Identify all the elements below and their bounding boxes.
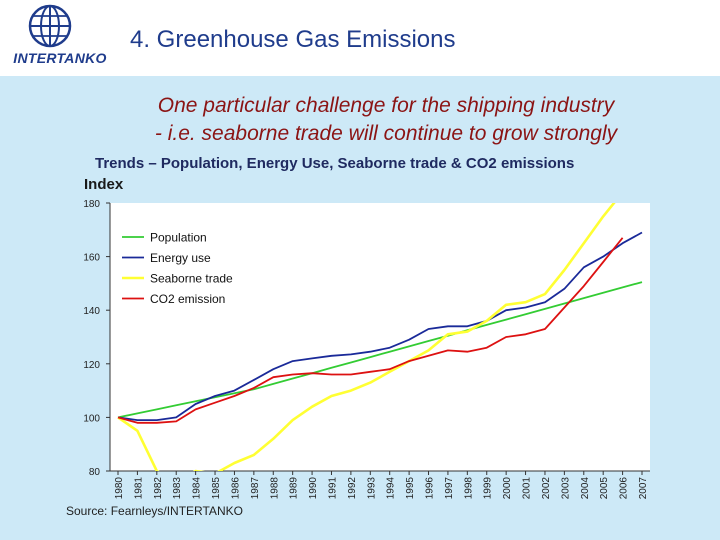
legend-label-seaborne-trade: Seaborne trade xyxy=(150,272,233,286)
y-tick-label: 140 xyxy=(83,306,100,317)
legend-label-population: Population xyxy=(150,231,207,245)
x-tick-label: 1997 xyxy=(444,477,455,500)
intertanko-logo: INTERTANKO xyxy=(0,0,120,76)
x-tick-label: 2006 xyxy=(619,477,630,500)
x-tick-label: 1998 xyxy=(463,477,474,500)
x-tick-label: 1985 xyxy=(211,477,222,500)
legend-label-energy-use: Energy use xyxy=(150,251,211,265)
logo-text: INTERTANKO xyxy=(13,50,107,66)
plot-area xyxy=(110,203,650,471)
chart-title: Trends – Population, Energy Use, Seaborn… xyxy=(95,155,575,172)
page-title: 4. Greenhouse Gas Emissions xyxy=(130,26,456,53)
series-group xyxy=(117,203,643,471)
x-tick-label: 1994 xyxy=(386,477,397,500)
x-tick-label: 1999 xyxy=(483,477,494,500)
x-tick-label: 1992 xyxy=(347,477,358,500)
y-axis-label: Index xyxy=(84,176,124,193)
x-tick-label: 1983 xyxy=(172,477,183,500)
y-tick-label: 100 xyxy=(83,413,100,424)
legend-label-co2-emission: CO2 emission xyxy=(150,292,225,306)
x-tick-label: 1980 xyxy=(114,477,125,500)
x-tick-label: 2003 xyxy=(560,477,571,500)
x-tick-label: 2007 xyxy=(638,477,649,500)
x-tick-label: 1993 xyxy=(366,477,377,500)
x-tick-label: 1988 xyxy=(269,477,280,500)
subtitle-line-2: - i.e. seaborne trade will continue to g… xyxy=(154,122,618,145)
x-tick-label: 1984 xyxy=(192,477,203,500)
x-tick-label: 2001 xyxy=(522,477,533,500)
y-tick-label: 80 xyxy=(89,467,101,478)
slide-header: INTERTANKO 4. Greenhouse Gas Emissions xyxy=(0,0,720,76)
y-tick-label: 120 xyxy=(83,360,100,371)
subtitle-line-1: One particular challenge for the shippin… xyxy=(157,94,615,117)
x-tick-label: 2000 xyxy=(502,477,513,500)
y-tick-label: 180 xyxy=(83,199,100,210)
globe-icon xyxy=(28,4,72,48)
series-line-energy-use xyxy=(117,231,643,421)
series-line-seaborne-trade xyxy=(117,203,616,471)
x-tick-label: 1981 xyxy=(133,477,144,500)
series-line-co2-emission xyxy=(117,237,624,424)
x-tick-label: 1989 xyxy=(289,477,300,500)
x-tick-label: 1982 xyxy=(153,477,164,500)
x-tick-label: 2005 xyxy=(599,477,610,500)
source-note: Source: Fearnleys/INTERTANKO xyxy=(66,504,243,518)
x-tick-label: 1996 xyxy=(425,477,436,500)
x-tick-label: 2004 xyxy=(580,477,591,500)
x-tick-label: 2002 xyxy=(541,477,552,500)
x-tick-label: 1995 xyxy=(405,477,416,500)
x-tick-label: 1986 xyxy=(230,477,241,500)
y-tick-label: 160 xyxy=(83,253,100,264)
x-tick-label: 1991 xyxy=(327,477,338,500)
x-tick-label: 1987 xyxy=(250,477,261,500)
x-tick-label: 1990 xyxy=(308,477,319,500)
